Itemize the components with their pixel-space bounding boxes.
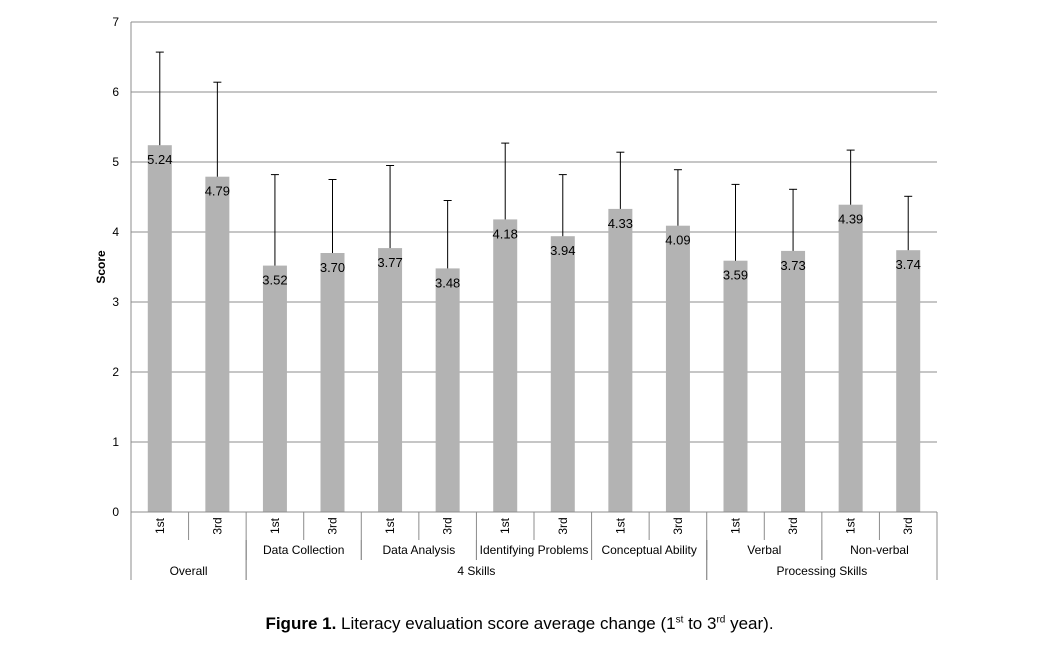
bar xyxy=(838,204,863,512)
caption-text-c: year). xyxy=(725,614,774,633)
caption-sup-a: st xyxy=(675,614,684,626)
data-label: 4.79 xyxy=(205,184,230,199)
error-bars xyxy=(155,51,913,269)
data-label: 3.77 xyxy=(377,255,402,270)
gridlines xyxy=(130,21,937,513)
category-label: 1st xyxy=(844,517,858,534)
category-label: 1st xyxy=(729,517,743,534)
bar xyxy=(723,260,748,512)
caption-text-b: to 3 xyxy=(683,614,717,633)
bar xyxy=(147,145,172,512)
category-label: 3rd xyxy=(786,517,800,534)
category-label: 1st xyxy=(268,517,282,534)
data-label: 3.48 xyxy=(435,275,460,290)
y-tick-label: 4 xyxy=(112,225,119,239)
category-label: 3rd xyxy=(556,517,570,534)
group-label: 4 Skills xyxy=(457,564,495,578)
data-label: 3.73 xyxy=(780,258,805,273)
category-label: 3rd xyxy=(326,517,340,534)
caption-text-a: Literacy evaluation score average change… xyxy=(336,614,676,633)
group-label: Processing Skills xyxy=(777,564,868,578)
data-label: 3.52 xyxy=(262,273,287,288)
y-tick-label: 3 xyxy=(112,295,119,309)
bar xyxy=(205,176,230,512)
y-axis-label: Score xyxy=(94,250,108,284)
category-label: 3rd xyxy=(901,517,915,534)
data-label: 4.33 xyxy=(608,216,633,231)
y-tick-label: 1 xyxy=(112,435,119,449)
y-tick-label: 7 xyxy=(112,15,119,29)
data-label: 4.18 xyxy=(493,226,518,241)
bar xyxy=(896,250,921,512)
data-label: 5.24 xyxy=(147,152,172,167)
y-tick-label: 2 xyxy=(112,365,119,379)
subgroup-label: Verbal xyxy=(747,543,781,557)
data-labels: 5.24 4.79 3.52 3.70 3.77 3.48 4.18 3.94 4.33 4.09… xyxy=(147,152,921,290)
y-axis-ticks: 0 1 2 3 4 5 6 7 xyxy=(112,15,119,519)
data-label: 3.70 xyxy=(320,260,345,275)
bar xyxy=(550,236,575,512)
y-tick-label: 6 xyxy=(112,85,119,99)
x-axis: 1st 3rd 1st 3rd 1st 3rd 1st 3rd 1st 3rd 1st 3rd 1st 3… xyxy=(130,511,938,580)
bar xyxy=(608,208,633,512)
caption-sup-b: rd xyxy=(716,614,726,626)
group-label: Overall xyxy=(170,564,208,578)
subgroup-label: Non-verbal xyxy=(850,543,909,557)
bar xyxy=(493,219,518,512)
bars xyxy=(147,145,921,512)
subgroup-label: Conceptual Ability xyxy=(601,543,696,557)
caption-figure-number: Figure 1. xyxy=(265,614,337,633)
category-label: 3rd xyxy=(671,517,685,534)
category-label: 1st xyxy=(153,517,167,534)
y-tick-label: 5 xyxy=(112,155,119,169)
figure-caption: Figure 1. Literacy evaluation score aver… xyxy=(0,614,1039,634)
bar xyxy=(435,268,460,512)
bar xyxy=(262,265,287,512)
data-label: 3.74 xyxy=(896,257,921,272)
bar xyxy=(320,253,345,512)
subgroup-label: Data Collection xyxy=(263,543,344,557)
category-label: 1st xyxy=(383,517,397,534)
category-label: 3rd xyxy=(441,517,455,534)
bar-chart: 0 1 2 3 4 5 6 7 Score 5.24 4.79 3.52 3.70 3.77 3.48 4… xyxy=(94,15,938,580)
bar xyxy=(781,250,806,512)
y-tick-label: 0 xyxy=(112,505,119,519)
subgroup-label: Data Analysis xyxy=(383,543,456,557)
data-label: 3.59 xyxy=(723,268,748,283)
category-label: 1st xyxy=(613,517,627,534)
data-label: 4.09 xyxy=(665,233,690,248)
category-label: 1st xyxy=(498,517,512,534)
bar xyxy=(378,248,403,512)
data-label: 3.94 xyxy=(550,243,575,258)
bar xyxy=(665,225,690,512)
data-label: 4.39 xyxy=(838,212,863,227)
subgroup-label: Identifying Problems xyxy=(480,543,589,557)
category-label: 3rd xyxy=(210,517,224,534)
